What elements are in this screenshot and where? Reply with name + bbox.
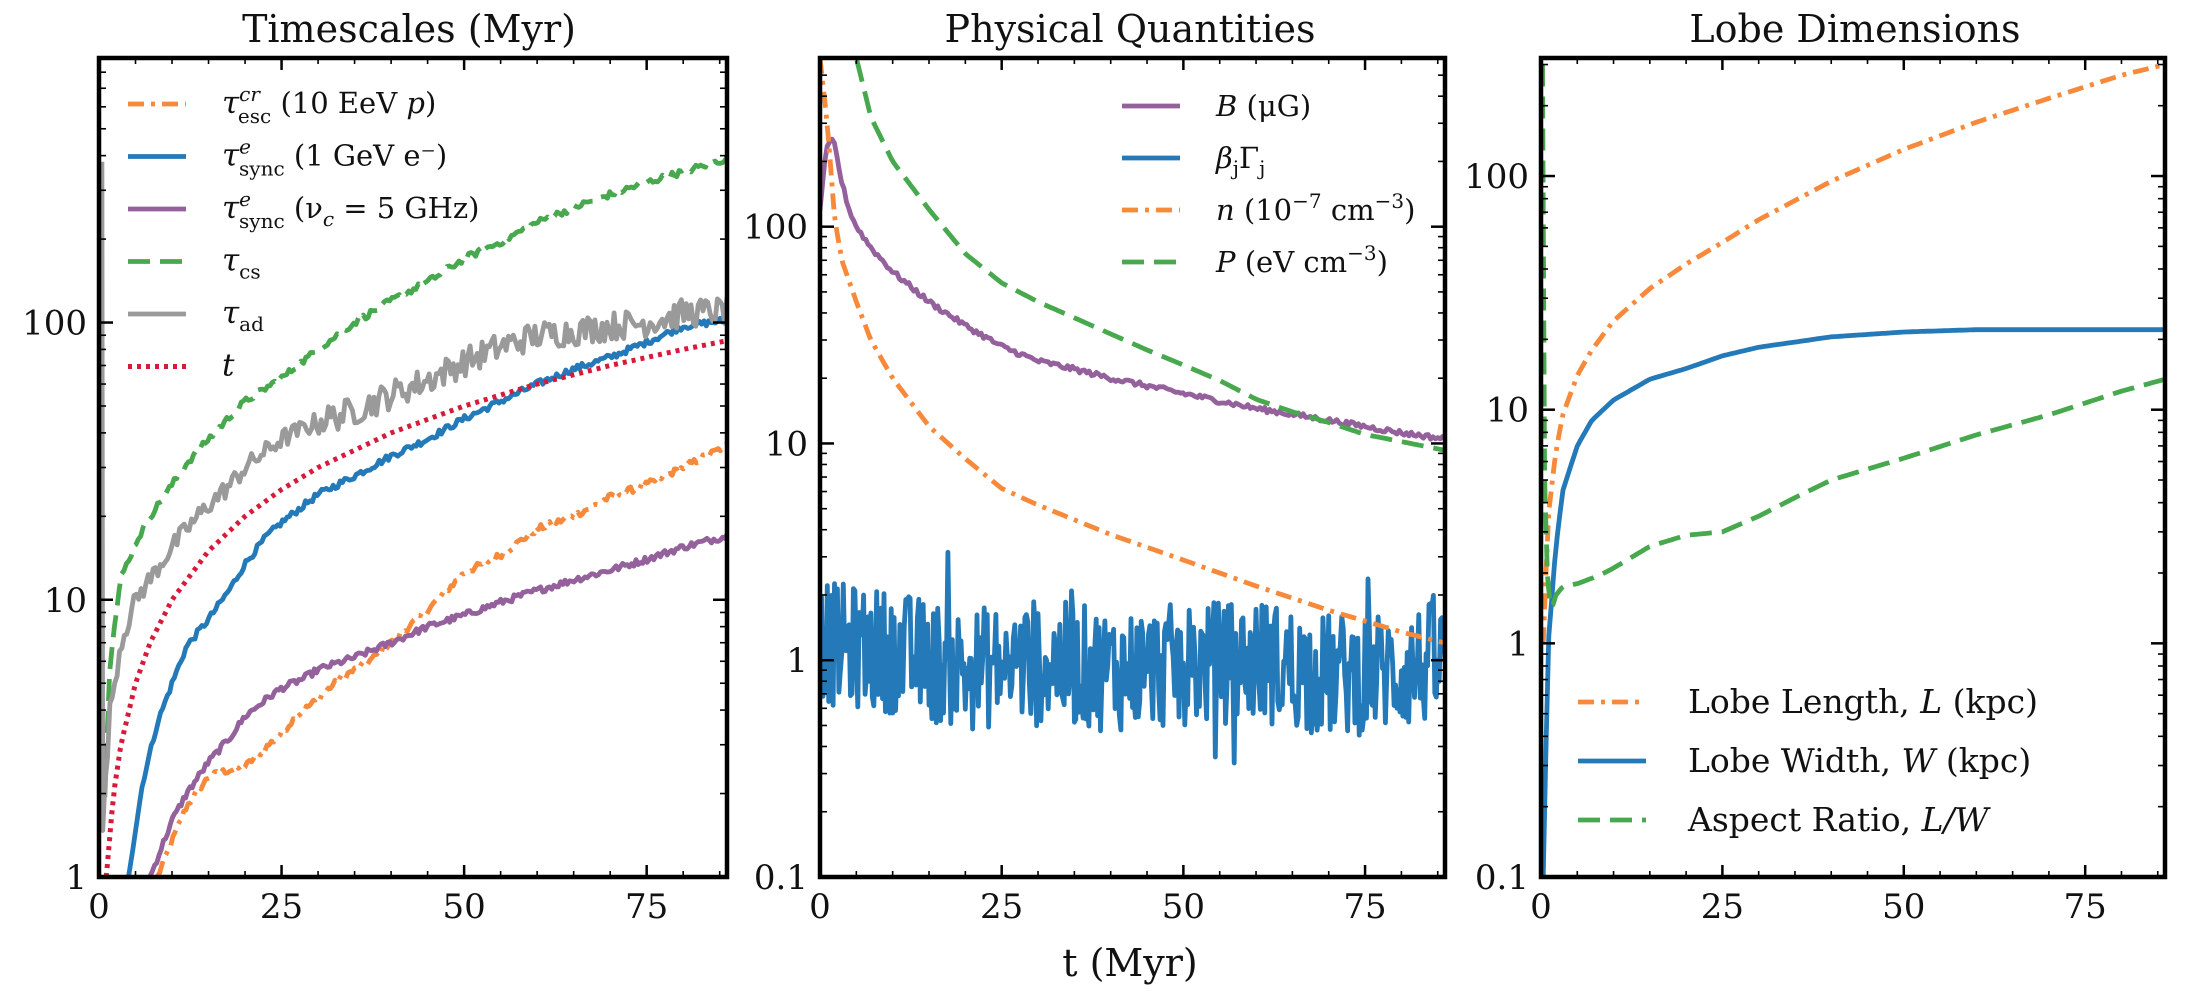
lobe-dimensions-ytick-label: 100: [1464, 157, 1529, 197]
lobe-dimensions-legend-label-aspect-ratio-l-w: Aspect Ratio, L/W: [1687, 800, 1992, 839]
timescales-xtick-label: 25: [260, 887, 303, 927]
panel-title-timescales: Timescales (Myr): [242, 7, 576, 51]
lobe-dimensions-ytick-label: 0.1: [1475, 858, 1529, 898]
timescales-legend-label-t: t: [222, 348, 235, 384]
timescales-plot-area: 0 25 50 75 1 10 100: [22, 58, 727, 927]
timescales-legend-label-cs: τcs: [222, 243, 261, 284]
physical-quantities-panel: Physical Quantities 0 25 50 75 0.1 1 10 100 B (…: [743, 7, 1448, 927]
physical-quantities-xtick-label: 75: [1343, 887, 1386, 927]
physical-quantities-plot-area: 0 25 50 75 0.1 1 10 100: [743, 58, 1445, 927]
physical-quantities-legend-label-n-10-cm: n (10−7 cm−3): [1216, 189, 1415, 227]
lobe-dimensions-xtick-label: 75: [2064, 887, 2107, 927]
physical-quantities-ytick-label: 1: [786, 641, 808, 681]
physical-quantities-xtick-label: 25: [980, 887, 1023, 927]
timescales-legend-label-sync-e-c-5-ghz: τe sync (νc = 5 GHz): [222, 187, 479, 233]
physical-quantities-legend: B (μG) βjΓj n (10−7 cm−3) P (eV cm−3): [1122, 89, 1415, 279]
physical-quantities-xtick-label: 50: [1162, 887, 1205, 927]
panel-title-physical-quantities: Physical Quantities: [945, 7, 1316, 51]
lobe-dimensions-legend-label-lobe-length-l-kpc: Lobe Length, L (kpc): [1688, 682, 2038, 721]
timescales-series-sync-e-1-gev-e: [126, 316, 727, 877]
lobe-dimensions-axes-frame: [1538, 55, 2168, 880]
timescales-legend-label-ad: τad: [222, 295, 264, 336]
timescales-legend-label-sync-e-1-gev-e: τe sync (1 GeV e⁻): [222, 135, 447, 181]
lobe-dimensions-ytick-label: 10: [1486, 391, 1529, 431]
physical-quantities-series-n-10-cm: [820, 58, 1445, 646]
physical-quantities-ytick-label: 10: [765, 424, 808, 464]
physical-quantities-series-j-j: [820, 549, 1445, 766]
lobe-dimensions-series-aspect-ratio-l-w: [1541, 64, 2165, 609]
lobe-dimensions-panel: Lobe Dimensions 0 25 50 75 0.1 1 10 100 Lobe Le…: [1464, 7, 2168, 927]
physical-quantities-axes-frame: [817, 55, 1448, 880]
timescales-legend-label-esc-cr-10-eev-p: τcr esc (10 EeV p): [222, 82, 436, 128]
timescales-xtick-label: 50: [442, 887, 485, 927]
timescales-series-cs: [102, 155, 727, 797]
timescales-series-sync-e-c-5-ghz: [147, 533, 727, 877]
timescales-legend: τcr esc (10 EeV p) τe sync (1 GeV e⁻) τe sync…: [128, 82, 479, 384]
timescales-ytick-label: 10: [44, 581, 87, 621]
lobe-dimensions-series-lobe-length-l-kpc: [1541, 62, 2165, 644]
panel-title-lobe-dimensions: Lobe Dimensions: [1689, 7, 2020, 51]
lobe-dimensions-legend-label-lobe-width-w-kpc: Lobe Width, W (kpc): [1688, 741, 2031, 780]
lobe-dimensions-ytick-label: 1: [1507, 624, 1529, 664]
physical-quantities-series-p-ev-cm: [853, 58, 1445, 453]
lobe-dimensions-plot-area: 0 25 50 75 0.1 1 10 100: [1464, 58, 2165, 927]
timescales-xtick-label: 0: [88, 887, 110, 927]
timescales-axes-frame: [96, 55, 730, 880]
timescales-ytick-label: 100: [22, 304, 87, 344]
lobe-dimensions-xtick-label: 0: [1530, 887, 1552, 927]
lobe-dimensions-series-group: [1541, 62, 2165, 877]
physical-quantities-ytick-label: 0.1: [754, 858, 808, 898]
physical-quantities-legend-label-p-ev-cm: P (eV cm−3): [1215, 241, 1388, 279]
lobe-dimensions-xtick-label: 25: [1701, 887, 1744, 927]
lobe-dimensions-xtick-label: 50: [1882, 887, 1925, 927]
physical-quantities-legend-label-b-g: B (μG): [1215, 89, 1311, 123]
timescales-series-ad: [99, 161, 727, 833]
physical-quantities-series-b-g: [820, 136, 1445, 442]
timescales-panel: Timescales (Myr) 0 25 50 75 1 10 100 τcr esc (1…: [22, 7, 730, 927]
physical-quantities-legend-label-j-j: βjΓj: [1215, 141, 1265, 180]
timescales-xtick-label: 75: [625, 887, 668, 927]
timescales-series-esc-cr-10-eev-p: [155, 441, 727, 877]
physical-quantities-xtick-label: 0: [809, 887, 831, 927]
timescales-series-t: [103, 338, 727, 877]
physical-quantities-series-group: [820, 58, 1445, 766]
physical-quantities-ytick-label: 100: [743, 208, 808, 248]
lobe-dimensions-series-lobe-width-w-kpc: [1541, 327, 2165, 877]
lobe-dimensions-legend: Lobe Length, L (kpc) Lobe Width, W (kpc) A…: [1578, 682, 2038, 839]
timescales-ytick-label: 1: [65, 858, 87, 898]
x-axis-label: t (Myr): [1062, 941, 1198, 985]
timescales-series-group: [99, 155, 727, 877]
